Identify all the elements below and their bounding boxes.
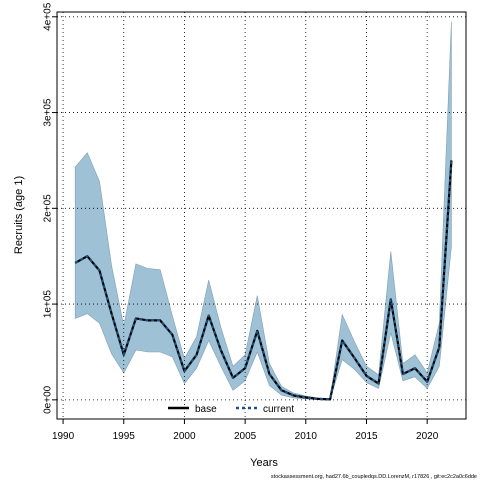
y-tick-label-3e+05: 3e+05 (43, 98, 54, 127)
x-tick-label-2010: 2010 (295, 431, 318, 442)
y-tick-label-0e+00: 0e+00 (43, 385, 54, 414)
legend-current-label: current (263, 404, 294, 415)
y-tick-label-1e+05: 1e+05 (43, 290, 54, 319)
x-tick-label-2020: 2020 (416, 431, 439, 442)
axis-layer: 1990 1995 2000 2005 2010 2015 2020 0e+00 1e+05 2e… (43, 2, 439, 442)
x-tick-label-1990: 1990 (52, 431, 75, 442)
x-axis-label: Years (250, 457, 278, 469)
y-axis-label: Recruits (age 1) (13, 176, 25, 254)
x-tick-label-2000: 2000 (173, 431, 196, 442)
legend: base current (168, 404, 294, 415)
confidence-band-layer (74, 21, 452, 401)
y-tick-label-2e+05: 2e+05 (43, 194, 54, 223)
x-tick-label-2015: 2015 (355, 431, 378, 442)
footer-text: stockassessment.org, had27.6b_coupledqs.… (271, 474, 477, 480)
y-tick-label-4e+05: 4e+05 (43, 2, 54, 31)
series-line-current (74, 160, 453, 401)
plot-frame (56, 11, 467, 420)
legend-base-label: base (195, 404, 217, 415)
x-tick-label-2005: 2005 (234, 431, 257, 442)
confidence-band (74, 21, 452, 401)
x-tick-label-1995: 1995 (113, 431, 136, 442)
series-layer (74, 160, 453, 401)
grid-layer (57, 12, 466, 419)
